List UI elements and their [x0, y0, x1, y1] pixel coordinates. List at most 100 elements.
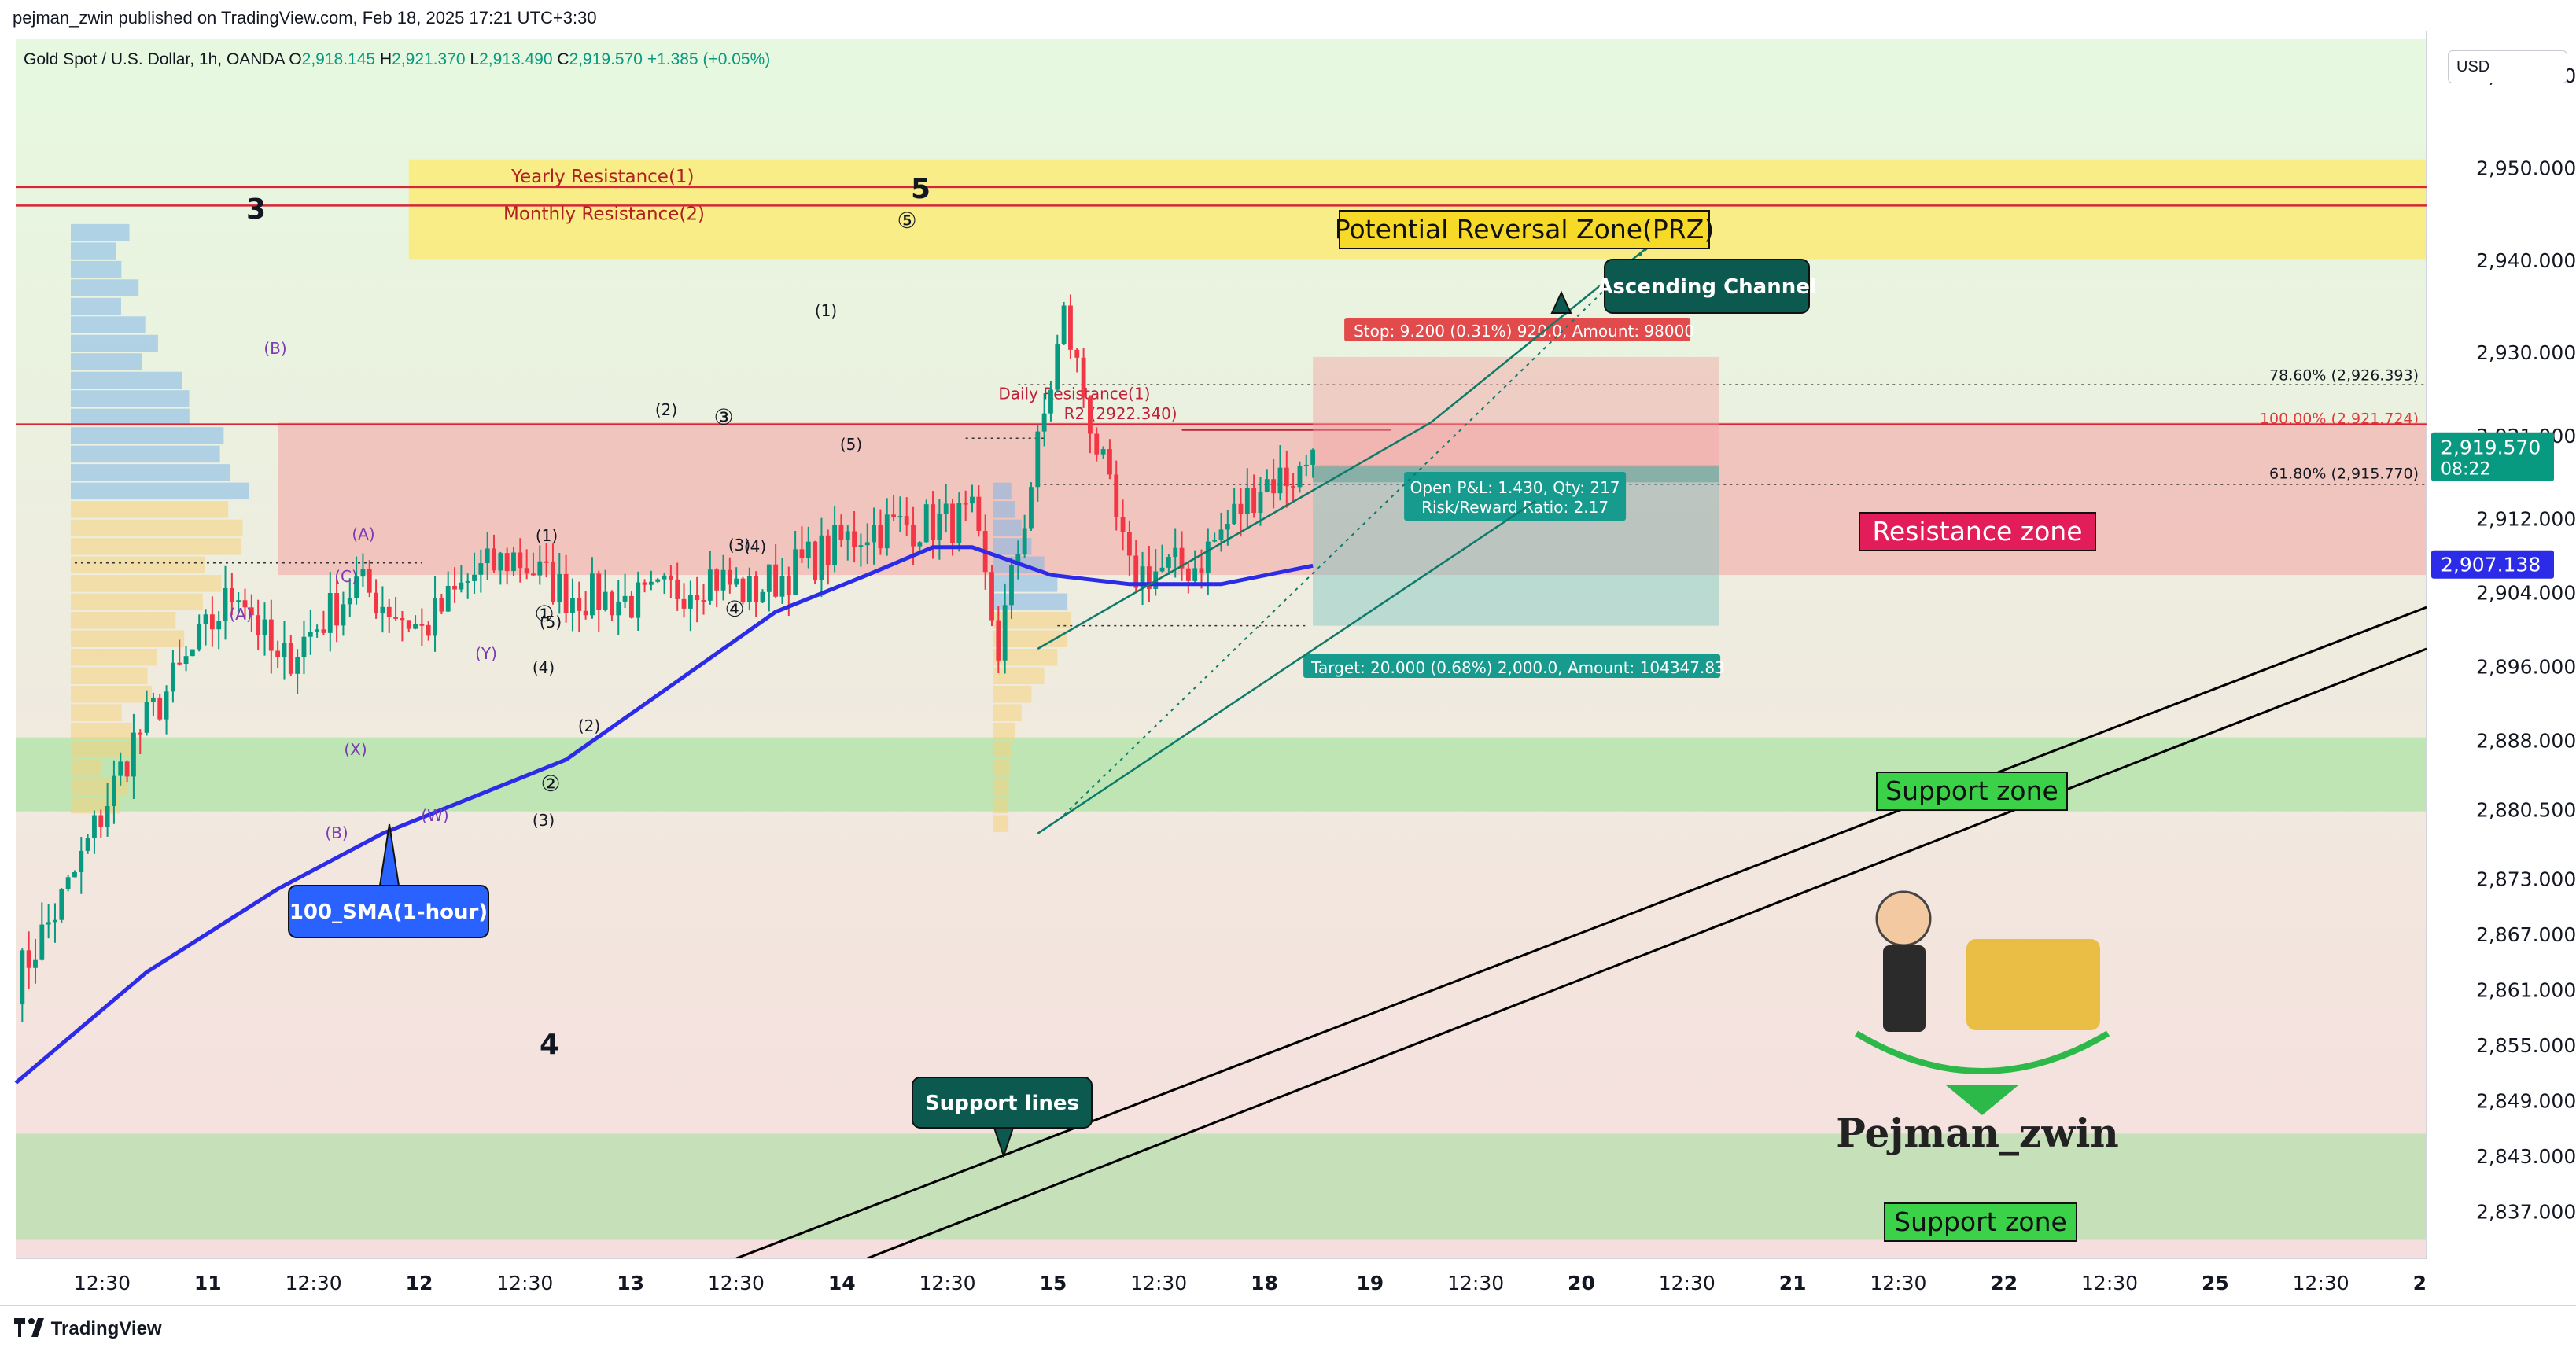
candle-body [518, 552, 523, 569]
candle-body [26, 950, 31, 968]
candle-body [504, 553, 510, 572]
candle-body [1133, 555, 1139, 588]
channel-callout-box [1604, 259, 1810, 314]
candle-body [301, 636, 307, 657]
candle-body [878, 525, 883, 549]
candle-body [53, 919, 57, 923]
candle-body [1120, 517, 1126, 532]
y-tick-label: 2,855.000 [2476, 1034, 2576, 1057]
x-tick-label: 12:30 [496, 1272, 553, 1295]
currency-selector[interactable]: USD [2448, 50, 2567, 83]
volume-profile-bar [71, 279, 139, 296]
candle-body [1166, 557, 1171, 568]
candle-body [472, 574, 477, 581]
support-zone-upper-label-box [1876, 772, 2068, 811]
candle-body [1212, 540, 1218, 542]
candle-body [970, 496, 975, 504]
x-tick-label: 15 [1039, 1272, 1067, 1295]
wave-4-label: 4 [540, 1029, 559, 1061]
candle-body [596, 573, 602, 610]
candle-body [1140, 566, 1145, 588]
volume-profile-bar [71, 482, 249, 500]
support-lines-callout-label: Support lines [925, 1092, 1079, 1115]
wave-minor-label: (4) [533, 658, 555, 677]
candle-body [236, 600, 241, 602]
wave-minor-label: (2) [655, 400, 677, 419]
open-label: O [289, 50, 302, 68]
tradingview-brand[interactable]: TradingView [14, 1318, 162, 1340]
x-tick-label: 12:30 [708, 1272, 765, 1295]
volume-profile-bar [71, 445, 220, 463]
y-tick-label: 2,837.000 [2476, 1200, 2576, 1223]
candle-body [884, 514, 890, 549]
x-tick-label: 12:30 [1870, 1272, 1926, 1295]
volume-profile-bar [993, 501, 1015, 518]
volume-profile-bar [71, 575, 222, 592]
wave-minor-label: (5) [540, 613, 562, 632]
candle-body [956, 503, 962, 543]
close-label: C [557, 50, 569, 68]
volume-profile-bar [71, 334, 158, 352]
symbol-legend[interactable]: Gold Spot / U.S. Dollar, 1h, OANDA O2,91… [24, 50, 770, 69]
y-tick-label: 2,950.000 [2476, 157, 2576, 179]
stop-label: Stop: 9.200 (0.31%) 920.0, Amount: 98000 [1354, 322, 1694, 341]
wave-corrective-label: (A) [352, 525, 374, 543]
volume-profile-bar [71, 408, 190, 426]
pnl-box [1404, 472, 1627, 521]
last-price-label: 2,919.570 [2441, 436, 2541, 459]
candle-body [563, 573, 569, 613]
volume-profile-bar [993, 482, 1012, 500]
candle-body [341, 604, 346, 626]
resistance-zone-label-label: Resistance zone [1872, 516, 2082, 547]
candle-body [675, 579, 680, 599]
candle-body [308, 632, 313, 637]
candle-body [1159, 567, 1165, 572]
channel-callout-tip [1550, 290, 1572, 314]
wave-circled-label: ⑤ [897, 208, 916, 234]
axis-corner [2427, 1258, 2576, 1306]
candle-body [950, 503, 955, 543]
candle-body [209, 614, 215, 630]
x-tick-label: 12:30 [74, 1272, 131, 1295]
wave-corrective-label: (W) [421, 806, 448, 825]
candle-body [1277, 467, 1283, 494]
candle-body [1179, 547, 1185, 569]
wave-5-label: 5 [911, 173, 931, 205]
volume-profile-bar [71, 649, 157, 666]
candle-body [39, 924, 45, 960]
low-label: L [470, 50, 480, 68]
prz-label-box [1339, 210, 1710, 249]
volume-profile-bar [71, 538, 241, 555]
candle-body [891, 514, 896, 517]
candle-body [1068, 305, 1073, 350]
candle-body [628, 595, 634, 618]
candle-body [557, 573, 562, 602]
candle-body [943, 503, 949, 514]
candle-body [46, 922, 51, 925]
pnl-label: Open P&L: 1.430, Qty: 217 [1410, 478, 1620, 497]
candle-body [1061, 305, 1067, 344]
volume-profile-bar [71, 242, 116, 260]
wave-circled-label: ③ [713, 404, 733, 430]
volume-profile-bar [993, 778, 1009, 795]
candle-body [419, 624, 425, 626]
candle-body [872, 525, 876, 543]
candle-body [190, 649, 195, 657]
x-tick-label: 12:30 [1659, 1272, 1715, 1295]
candle-body [989, 572, 994, 621]
candle-body [478, 563, 484, 575]
channel-mid [1063, 241, 1654, 816]
candle-body [288, 643, 293, 674]
volume-profile-bar [993, 722, 1015, 740]
y-tick-label: 2,861.000 [2476, 978, 2576, 1001]
volume-profile-bar [71, 371, 182, 389]
candle-body [1048, 389, 1053, 414]
candle-body [59, 889, 64, 920]
candle-body [144, 702, 149, 733]
candle-body [262, 619, 267, 635]
candle-body [177, 662, 182, 665]
wave-circled-label: ① [534, 601, 554, 627]
candle-body [610, 591, 614, 616]
candle-body [681, 598, 687, 609]
